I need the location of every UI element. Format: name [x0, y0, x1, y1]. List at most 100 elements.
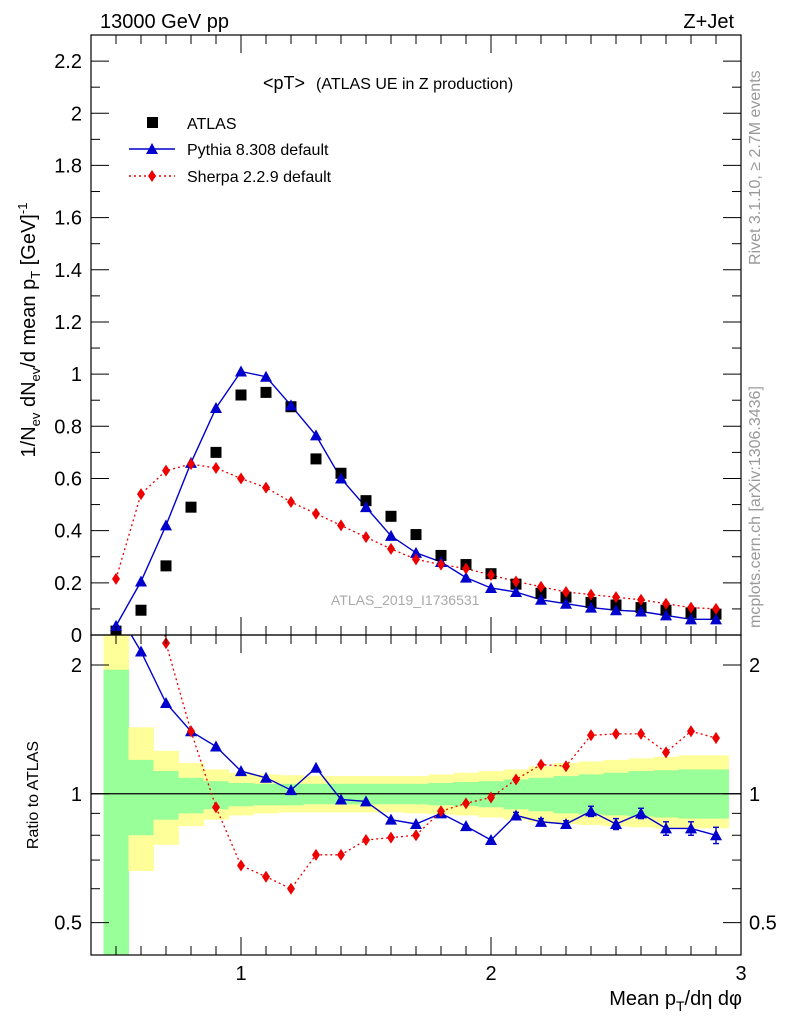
pythia-ratio-point: [360, 795, 372, 807]
sherpa-ratio-point: [262, 870, 270, 883]
sherpa-point: [637, 593, 645, 606]
pythia-point: [310, 429, 322, 441]
sherpa-ratio-point: [112, 297, 120, 309]
sherpa-ratio-point: [637, 727, 645, 740]
ratio-xtick-label: 2: [485, 963, 496, 985]
main-ytick-label: 1.8: [54, 155, 82, 177]
pythia-ratio-point: [485, 833, 497, 845]
pythia-point: [410, 546, 422, 558]
pythia-ratio-point: [535, 815, 547, 827]
chart-subtitle: (ATLAS UE in Z production): [316, 76, 513, 93]
pythia-ratio-point: [560, 817, 572, 829]
axis-title-part: -1: [15, 203, 30, 215]
pythia-point: [585, 601, 597, 613]
axis-title-part: [GeV]: [18, 214, 40, 271]
sherpa-ratio-point: [337, 848, 345, 861]
main-ytick-label: 0: [71, 625, 82, 647]
sherpa-ratio-point: [287, 882, 295, 895]
pythia-point: [460, 571, 472, 583]
ratio-band-inner: [553, 776, 579, 814]
ratio-ytick-label-right: 0.5: [749, 913, 777, 935]
ratio-plot-area: [91, 297, 741, 895]
sherpa-point: [137, 488, 145, 501]
main-ytick-label: 0.8: [54, 416, 82, 438]
pythia-point: [510, 585, 522, 597]
ratio-band-inner: [128, 759, 154, 836]
main-ytick-label: 1.6: [54, 208, 82, 230]
pythia-point: [135, 575, 147, 587]
analysis-label: ATLAS_2019_I1736531: [331, 592, 480, 608]
pythia-point: [160, 519, 172, 531]
main-ytick-label: 0.4: [54, 521, 82, 543]
sherpa-ratio-point: [212, 801, 220, 814]
pythia-ratio-point: [385, 813, 397, 825]
sherpa-point: [412, 553, 420, 566]
pythia-ratio-point: [510, 809, 522, 821]
axis-title-part: 1/N: [18, 426, 40, 457]
sherpa-ratio-point: [612, 727, 620, 740]
atlas-point: [185, 501, 197, 513]
sherpa-ratio-point: [412, 829, 420, 842]
pythia-point: [610, 604, 622, 616]
pythia-point: [685, 613, 697, 625]
pythia-point: [260, 370, 272, 382]
atlas-point: [535, 587, 547, 599]
axis-title-part: ev: [28, 412, 43, 426]
pythia-ratio-point: [410, 817, 422, 829]
pythia-ratio-point: [710, 829, 722, 841]
pythia-point: [335, 472, 347, 484]
main-ytick-label: 2: [71, 103, 82, 125]
atlas-point: [310, 453, 322, 465]
main-ytick-label: 2.2: [54, 51, 82, 73]
sherpa-ratio-point: [487, 791, 495, 804]
header-right: Z+Jet: [683, 11, 734, 33]
sherpa-ratio-point: [687, 725, 695, 738]
pythia-point: [635, 605, 647, 617]
main-ytick-label: 0.2: [54, 573, 82, 595]
sherpa-ratio-point: [387, 831, 395, 844]
sherpa-point: [562, 585, 570, 598]
sherpa-point: [587, 588, 595, 601]
pythia-ratio-point: [285, 784, 297, 796]
legend-marker-sherpa: [148, 170, 156, 182]
pythia-ratio-point: [310, 761, 322, 773]
pythia-point: [485, 582, 497, 594]
sherpa-point: [237, 472, 245, 485]
sherpa-ratio-point: [237, 859, 245, 872]
axis-title-part: /dη dφ: [685, 988, 742, 1010]
ratio-band-inner: [528, 777, 554, 812]
ratio-ytick-label-left: 2: [71, 655, 82, 677]
pythia-ratio-point: [260, 771, 272, 783]
ratio-y-axis-title: Ratio to ATLAS: [25, 741, 42, 849]
ratio-ytick-label-right: 1: [749, 784, 760, 806]
pythia-ratio-point: [110, 603, 122, 614]
ratio-uncertainty-bands: [103, 635, 729, 955]
axis-title-part: T: [28, 271, 43, 279]
main-ytick-label: 1: [71, 364, 82, 386]
pythia-point: [285, 399, 297, 411]
ratio-band-inner: [228, 782, 254, 807]
sherpa-point: [287, 495, 295, 508]
sherpa-point: [487, 569, 495, 581]
chart-title-main: <pT>: [263, 73, 305, 93]
header-left: 13000 GeV pp: [100, 11, 229, 33]
pythia-point: [385, 529, 397, 541]
pythia-ratio-point: [135, 645, 147, 657]
pythia-ratio-point: [335, 793, 347, 805]
sherpa-point: [112, 572, 120, 585]
axis-title-part: Mean p: [609, 988, 676, 1010]
sherpa-ratio-point: [312, 848, 320, 861]
chart-title: <pT> (ATLAS UE in Z production): [263, 73, 513, 93]
ratio-ytick-label-left: 1: [71, 784, 82, 806]
pythia-point: [660, 609, 672, 621]
sherpa-ratio-point: [437, 805, 445, 818]
legend: ATLAS Pythia 8.308 default Sherpa 2.2.9 …: [129, 116, 332, 186]
x-axis-title: Mean pT/dη dφ: [609, 988, 742, 1014]
atlas-point: [135, 604, 147, 616]
main-axis-ticks: 0 0.2 0.4 0.6 0.8 1 1.2 1.4 1.6 1.8 2 2.2: [54, 35, 741, 647]
legend-marker-pythia: [146, 143, 158, 154]
sherpa-point: [362, 531, 370, 544]
sherpa-ratio-point: [362, 833, 370, 846]
pythia-ratio-point: [235, 765, 247, 777]
pythia-ratio-point: [660, 822, 672, 834]
